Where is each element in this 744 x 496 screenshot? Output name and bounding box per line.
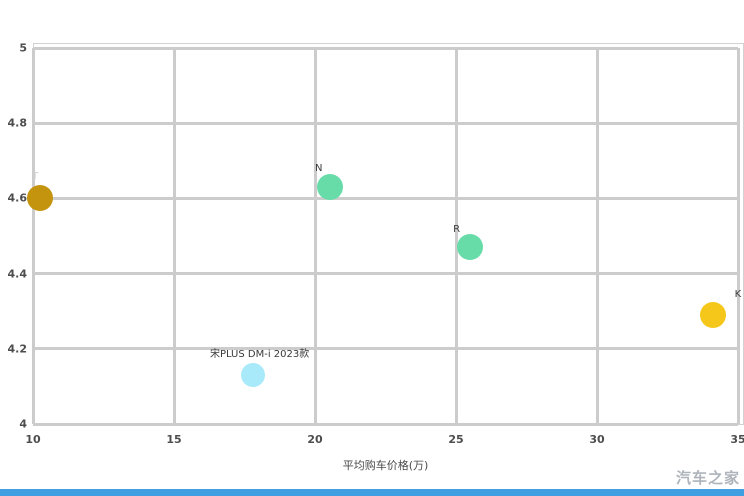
data-bubble[interactable] <box>27 185 54 212</box>
gridline-vertical <box>736 48 740 424</box>
bubble-label: 宋PLUS DM-i 2023款 <box>209 349 310 361</box>
gridline-vertical <box>172 48 176 424</box>
data-bubble[interactable] <box>240 363 265 388</box>
watermark-autohome: 汽车之家 <box>675 469 740 487</box>
gridline-horizontal <box>33 272 738 276</box>
x-tick-label: 25 <box>448 433 464 446</box>
footer-accent-bar <box>0 489 744 496</box>
x-tick-label: 15 <box>166 433 182 446</box>
x-tick-label: 20 <box>307 433 323 446</box>
y-tick-label: 5 <box>19 41 27 55</box>
plot-border <box>33 43 744 425</box>
data-bubble[interactable] <box>699 301 726 328</box>
x-tick-label: 35 <box>730 433 744 446</box>
x-tick-label: 10 <box>25 433 41 446</box>
gridline-vertical <box>313 48 317 424</box>
y-tick-label: 4.2 <box>7 342 28 356</box>
y-tick-label: 4.4 <box>7 267 28 281</box>
y-tick-label: 4.6 <box>7 191 28 205</box>
bubble-label: N <box>314 163 323 175</box>
bubble-label: K <box>734 288 742 300</box>
gridline-vertical <box>454 48 458 424</box>
y-tick-label: 4 <box>19 417 27 431</box>
bubble-label: R <box>453 224 461 236</box>
gridline-horizontal <box>33 347 738 351</box>
gridline-horizontal <box>33 121 738 125</box>
y-tick-label: 4.8 <box>7 116 28 130</box>
gridline-vertical <box>595 48 599 424</box>
gridline-vertical <box>31 48 35 424</box>
gridline-horizontal <box>33 46 738 50</box>
gridline-horizontal <box>33 196 738 200</box>
data-bubble[interactable] <box>316 174 343 201</box>
x-tick-label: 30 <box>589 433 605 446</box>
x-axis-title: 平均购车价格(万) <box>342 459 429 472</box>
gridline-horizontal <box>33 422 738 426</box>
data-bubble[interactable] <box>457 234 484 261</box>
bubble-label: T <box>32 171 39 183</box>
